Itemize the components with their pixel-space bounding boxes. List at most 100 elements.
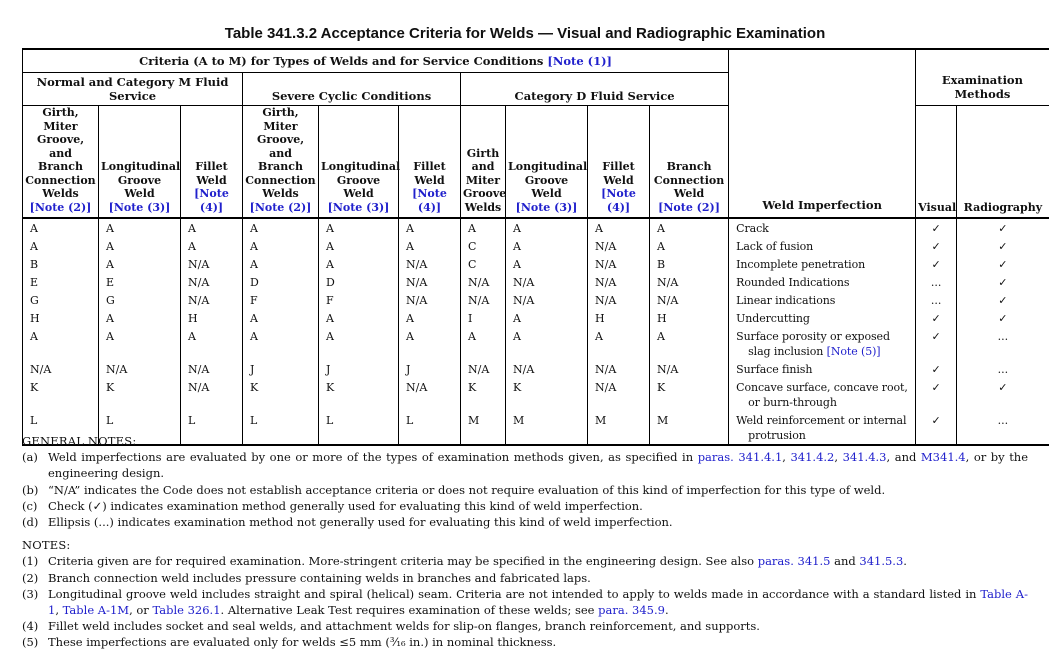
note-reference-link[interactable]: Table A-1M [62,603,130,618]
note-marker: (3) [22,586,39,601]
criteria-cell: B [22,255,99,273]
criteria-cell: N/A [587,360,650,378]
imperfection-cell: Surface finish [728,360,917,378]
column-label: Girth and Miter Groove Welds [463,146,507,214]
note-reference-link[interactable]: [Note (5)] [826,344,881,358]
note-reference-link[interactable]: paras. 341.5 [757,554,831,569]
criteria-cell: N/A [587,237,650,255]
service-group-category-d: Category D Fluid Service [459,72,730,106]
note-reference-link[interactable]: 341.5.3 [859,554,904,569]
criteria-cell: A [398,237,461,255]
criteria-cell: N/A [648,360,730,378]
table-row: E E N/A D D N/A N/A N/A N/A N/A Rounded Indication… [22,273,1049,291]
note-marker: (b) [22,482,39,497]
criteria-cell: A [98,309,181,327]
note-reference-link[interactable]: [Note (4)] [601,187,636,214]
criteria-cell: A [242,327,319,360]
criteria-cell: N/A [587,378,650,411]
criteria-cell: A [22,218,99,237]
note-reference-link[interactable]: [Note (2)] [249,200,312,214]
visual-method-cell: ✓ [915,378,958,411]
text-segment: Undercutting [736,311,810,325]
text-segment: Ellipsis (...) indicates examination met… [48,515,673,530]
criteria-cell: A [398,327,461,360]
criteria-cell: N/A [648,273,730,291]
criteria-cell: A [505,309,588,327]
note-reference-link[interactable]: [Note (3)] [327,200,390,214]
criteria-cell: A [460,327,506,360]
column-label: Fillet Weld [602,160,635,187]
criteria-cell: A [318,255,399,273]
criteria-cell: A [505,218,588,237]
text-segment: and [830,554,860,569]
note-item: (b) “N/A” indicates the Code does not est… [22,482,1028,498]
column-label: Longitudinal Groove Weld [321,160,401,200]
visual-method-cell: ✓ [915,218,958,237]
notes-list: (1) Criteria given are for required exami… [22,553,1028,650]
note-reference-link[interactable]: [Note (4)] [194,187,229,214]
table-row: A A A A A A A A A A Crack ✓ ✓ [22,218,1049,237]
criteria-cell: N/A [648,291,730,309]
column-label: Longitudinal Groove Weld [508,160,588,200]
criteria-cell: A [318,309,399,327]
criteria-cell: N/A [180,360,243,378]
note-reference-link[interactable]: [Note (2)] [658,200,720,214]
text-segment: , [55,603,63,618]
visual-column-header: Visual [915,105,958,219]
text-segment: , or by the engineering design. [48,450,1029,481]
note-reference-link[interactable]: para. 345.9 [598,603,665,618]
criteria-cell: F [318,291,399,309]
radiography-method-cell: ... [956,411,1049,446]
criteria-cell: F [242,291,319,309]
table-row: L L L L L L M M M M Weld reinforcement or internal… [22,411,1049,446]
note-reference-link[interactable]: [Note (1)] [547,54,613,68]
note-reference-link[interactable]: 341.4.2 [790,450,835,465]
criteria-cell: N/A [505,291,588,309]
note-item: (a) Weld imperfections are evaluated by o… [22,449,1028,481]
text-segment: Fillet weld includes socket and seal wel… [48,619,760,634]
text-segment: Check (✓) indicates examination method g… [48,498,643,513]
criteria-cell: A [22,327,99,360]
note-reference-link[interactable]: Table A-1 [48,586,1029,618]
note-marker: (4) [22,619,39,634]
note-reference-link[interactable]: [Note (3)] [108,200,171,214]
imperfection-cell: Crack [728,218,917,237]
criteria-cell: A [242,237,319,255]
note-reference-link[interactable]: [Note (3)] [515,200,578,214]
text-segment: , [834,450,843,465]
text-segment: Incomplete penetration [736,257,866,271]
criteria-cell: L [318,411,399,446]
text-segment: . Alternative Leak Test requires examina… [220,603,599,618]
criteria-cell: N/A [398,291,461,309]
criteria-cell: A [242,218,319,237]
weld-type-column-header: Girth and Miter Groove Welds [460,105,507,219]
note-reference-link[interactable]: [Note (2)] [29,200,92,214]
table-row: B A N/A A A N/A C A N/A B Incomplete penetration ✓ ✓ [22,255,1049,273]
note-marker: (1) [22,554,39,569]
column-label: Fillet Weld [195,160,228,187]
note-marker: (c) [22,498,38,513]
text-segment: These imperfections are evaluated only f… [48,635,557,650]
criteria-cell: K [648,378,730,411]
note-reference-link[interactable]: 341.4.3 [842,450,887,465]
text-segment: Criteria given are for required examinat… [48,554,758,569]
note-item: (2) Branch connection weld includes press… [22,570,1028,586]
visual-method-cell: ✓ [915,360,958,378]
criteria-cell: M [505,411,588,446]
weld-type-column-header: Longitudinal Groove Weld [Note (3)] [98,105,181,219]
criteria-cell: I [460,309,506,327]
note-reference-link[interactable]: M341.4 [920,450,966,465]
criteria-cell: A [242,255,319,273]
criteria-cell: N/A [180,291,243,309]
criteria-cell: K [460,378,506,411]
criteria-cell: C [460,237,506,255]
radiography-method-cell: ... [956,327,1049,360]
note-reference-link[interactable]: paras. 341.4.1 [697,450,783,465]
radiography-method-cell: ✓ [956,218,1049,237]
criteria-cell: A [318,218,399,237]
note-reference-link[interactable]: [Note (4)] [412,187,447,214]
criteria-cell: H [648,309,730,327]
note-reference-link[interactable]: Table 326.1 [152,603,221,618]
service-groups-row: Normal and Category M Fluid Service Seve… [22,72,1049,106]
note-marker: (a) [22,450,38,465]
